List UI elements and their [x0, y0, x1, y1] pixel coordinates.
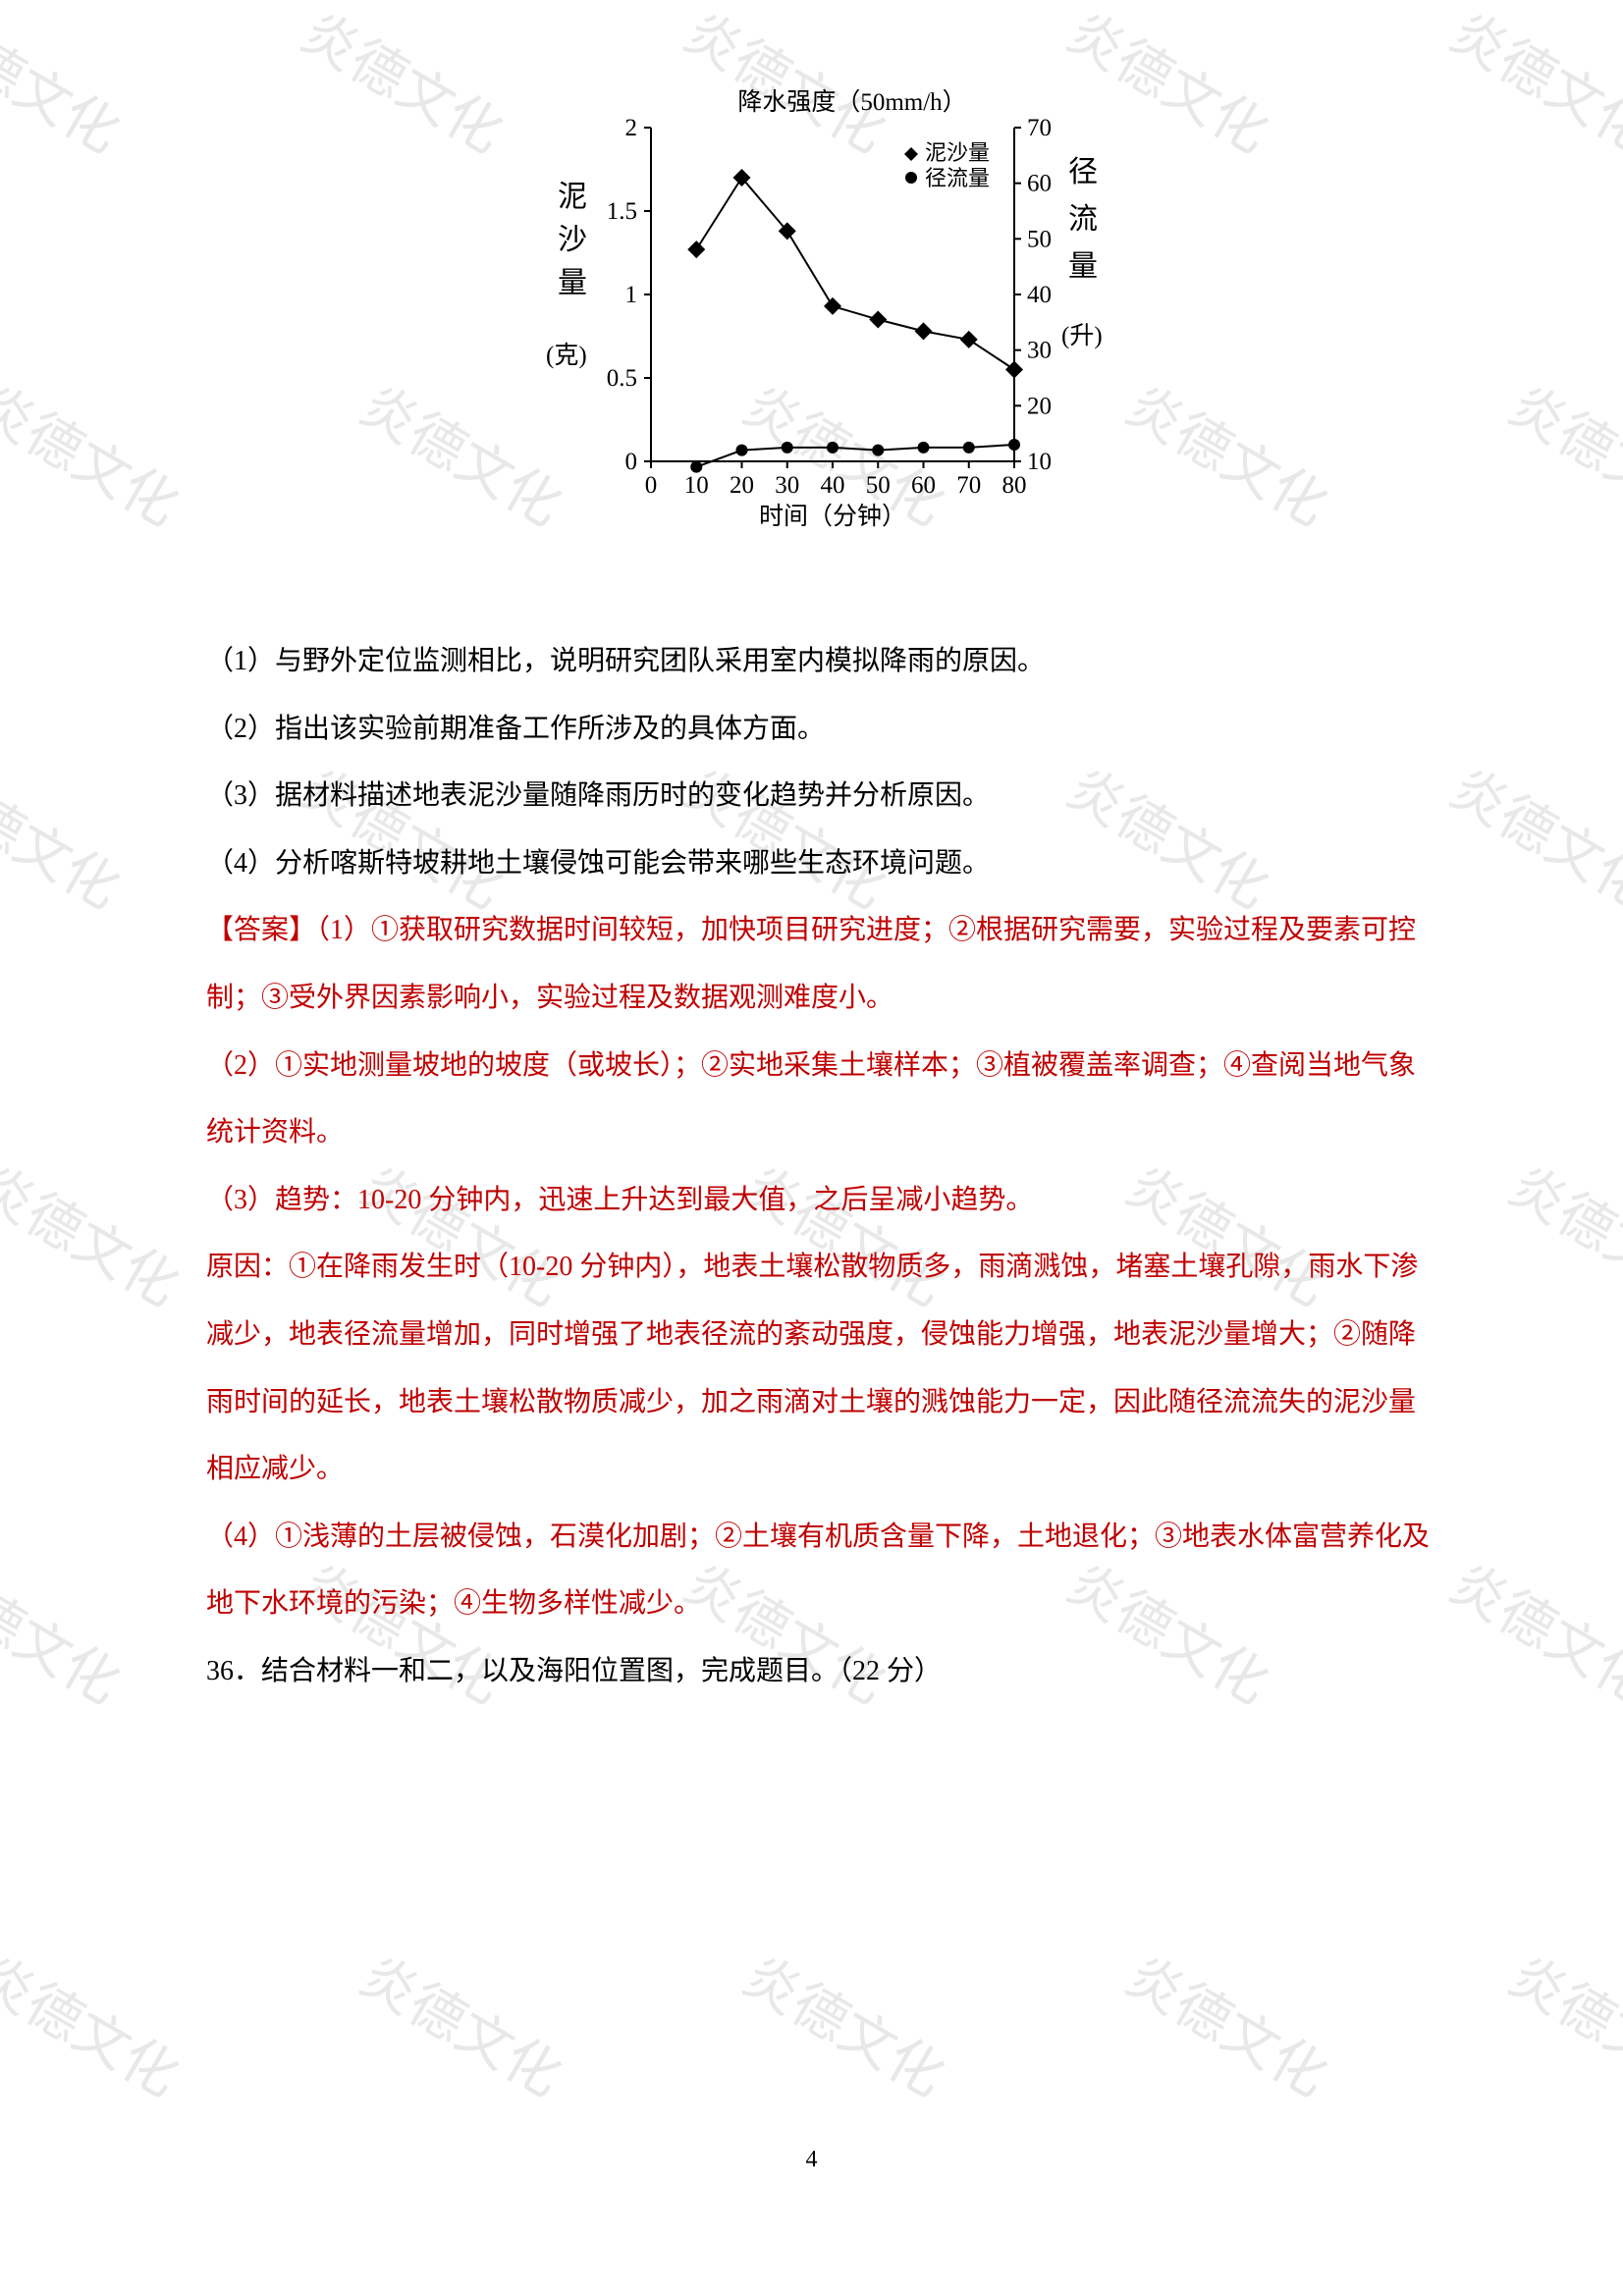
- svg-text:降水强度（50mm/h）: 降水强度（50mm/h）: [737, 88, 966, 116]
- question-1: （1）与野外定位监测相比，说明研究团队采用室内模拟降雨的原因。: [206, 628, 1438, 696]
- svg-text:(克): (克): [546, 342, 587, 369]
- svg-text:泥: 泥: [558, 181, 587, 213]
- svg-text:0.5: 0.5: [606, 365, 636, 392]
- answer-3-trend: （3）趋势：10-20 分钟内，迅速上升达到最大值，之后呈减小趋势。: [206, 1167, 1438, 1235]
- question-4: （4）分析喀斯特坡耕地土壤侵蚀可能会带来哪些生态环境问题。: [206, 830, 1438, 898]
- svg-text:泥沙量: 泥沙量: [925, 140, 990, 165]
- svg-text:量: 量: [558, 267, 587, 299]
- svg-text:时间（分钟）: 时间（分钟）: [758, 503, 905, 530]
- svg-text:流: 流: [1068, 203, 1098, 236]
- svg-text:30: 30: [775, 472, 799, 499]
- svg-text:40: 40: [820, 472, 844, 499]
- svg-text:10: 10: [683, 472, 708, 499]
- question-36: 36．结合材料一和二，以及海阳位置图，完成题目。（22 分）: [206, 1638, 1438, 1706]
- svg-text:量: 量: [1068, 250, 1098, 283]
- svg-text:50: 50: [865, 472, 890, 499]
- question-2: （2）指出该实验前期准备工作所涉及的具体方面。: [206, 696, 1438, 764]
- question-3: （3）据材料描述地表泥沙量随降雨历时的变化趋势并分析原因。: [206, 763, 1438, 830]
- svg-text:沙: 沙: [558, 224, 587, 256]
- svg-text:60: 60: [911, 472, 936, 499]
- svg-text:0: 0: [644, 472, 657, 499]
- answer-2: （2）①实地测量坡地的坡度（或坡长）；②实地采集土壤样本；③植被覆盖率调查；④查…: [206, 1033, 1438, 1167]
- svg-text:60: 60: [1027, 171, 1052, 197]
- svg-text:40: 40: [1027, 282, 1052, 308]
- svg-text:10: 10: [1027, 449, 1052, 475]
- page-number: 4: [0, 2147, 1623, 2173]
- svg-text:径流量: 径流量: [925, 166, 990, 190]
- svg-text:1: 1: [624, 282, 637, 308]
- svg-text:70: 70: [956, 472, 981, 499]
- svg-text:1.5: 1.5: [606, 198, 636, 225]
- svg-text:50: 50: [1027, 226, 1052, 252]
- svg-text:0: 0: [624, 449, 637, 475]
- svg-text:30: 30: [1027, 338, 1052, 364]
- chart: 0 10 20 30 40 50 60 70 80 0 0.5 1 1.5 2 10 20 30 40 50 60 70…: [518, 69, 1127, 579]
- svg-text:20: 20: [1027, 393, 1052, 419]
- answer-3-reason: 原因：①在降雨发生时（10-20 分钟内），地表土壤松散物质多，雨滴溅蚀，堵塞土…: [206, 1234, 1438, 1503]
- answer-4: （4）①浅薄的土层被侵蚀，石漠化加剧；②土壤有机质含量下降，土地退化；③地表水体…: [206, 1504, 1438, 1638]
- answer-1: 【答案】（1）①获取研究数据时间较短，加快项目研究进度；②根据研究需要，实验过程…: [206, 897, 1438, 1032]
- svg-text:2: 2: [624, 115, 637, 141]
- svg-text:(升): (升): [1061, 322, 1103, 349]
- svg-text:20: 20: [730, 472, 754, 499]
- svg-text:70: 70: [1027, 115, 1052, 141]
- svg-text:80: 80: [1001, 472, 1026, 499]
- svg-text:径: 径: [1068, 156, 1098, 188]
